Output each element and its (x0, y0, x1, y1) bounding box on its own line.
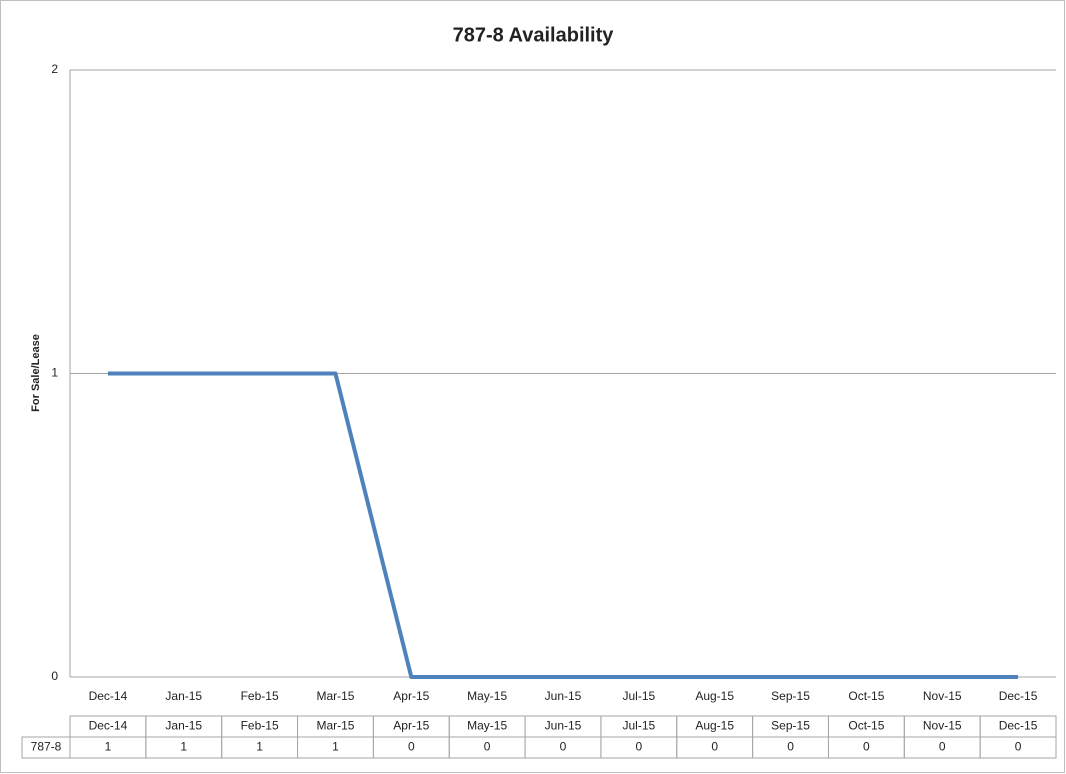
y-tick-label: 0 (51, 669, 58, 683)
y-tick-label: 2 (51, 62, 58, 76)
x-tick-label: Sep-15 (771, 689, 810, 703)
table-header: Feb-15 (241, 719, 279, 733)
table-value: 0 (560, 740, 567, 754)
x-tick-label: Dec-15 (999, 689, 1038, 703)
table-value: 0 (863, 740, 870, 754)
y-tick-label: 1 (51, 366, 58, 380)
table-value: 0 (711, 740, 718, 754)
table-header: Dec-14 (89, 719, 128, 733)
table-header: Jun-15 (545, 719, 582, 733)
table-value: 0 (939, 740, 946, 754)
table-header: Sep-15 (771, 719, 810, 733)
x-tick-label: May-15 (467, 689, 507, 703)
x-tick-label: Jun-15 (545, 689, 582, 703)
table-value: 1 (180, 740, 187, 754)
x-tick-label: Oct-15 (848, 689, 884, 703)
table-value: 0 (408, 740, 415, 754)
table-header: Nov-15 (923, 719, 962, 733)
x-tick-label: Apr-15 (393, 689, 429, 703)
table-value: 1 (256, 740, 263, 754)
x-tick-label: Nov-15 (923, 689, 962, 703)
table-series-name: 787-8 (31, 740, 62, 754)
chart-title: 787-8 Availability (453, 24, 615, 46)
x-tick-label: Dec-14 (89, 689, 128, 703)
x-tick-label: Feb-15 (241, 689, 279, 703)
table-value: 0 (636, 740, 643, 754)
table-header: Jul-15 (623, 719, 656, 733)
table-value: 1 (105, 740, 112, 754)
table-cell (979, 736, 1057, 759)
x-tick-label: Aug-15 (695, 689, 734, 703)
table-header: Mar-15 (316, 719, 354, 733)
table-header: Jan-15 (165, 719, 202, 733)
x-tick-label: Jan-15 (165, 689, 202, 703)
table-value: 0 (484, 740, 491, 754)
series-line (107, 371, 1019, 679)
table-value: 0 (787, 740, 794, 754)
x-tick-label: Jul-15 (623, 689, 656, 703)
table-header: May-15 (467, 719, 507, 733)
table-value: 0 (1015, 740, 1022, 754)
table-header: Apr-15 (393, 719, 429, 733)
table-header: Aug-15 (695, 719, 734, 733)
table-header: Dec-15 (999, 719, 1038, 733)
x-tick-label: Mar-15 (316, 689, 354, 703)
table-header: Oct-15 (848, 719, 884, 733)
table-value: 1 (332, 740, 339, 754)
y-axis-label: For Sale/Lease (30, 334, 42, 412)
